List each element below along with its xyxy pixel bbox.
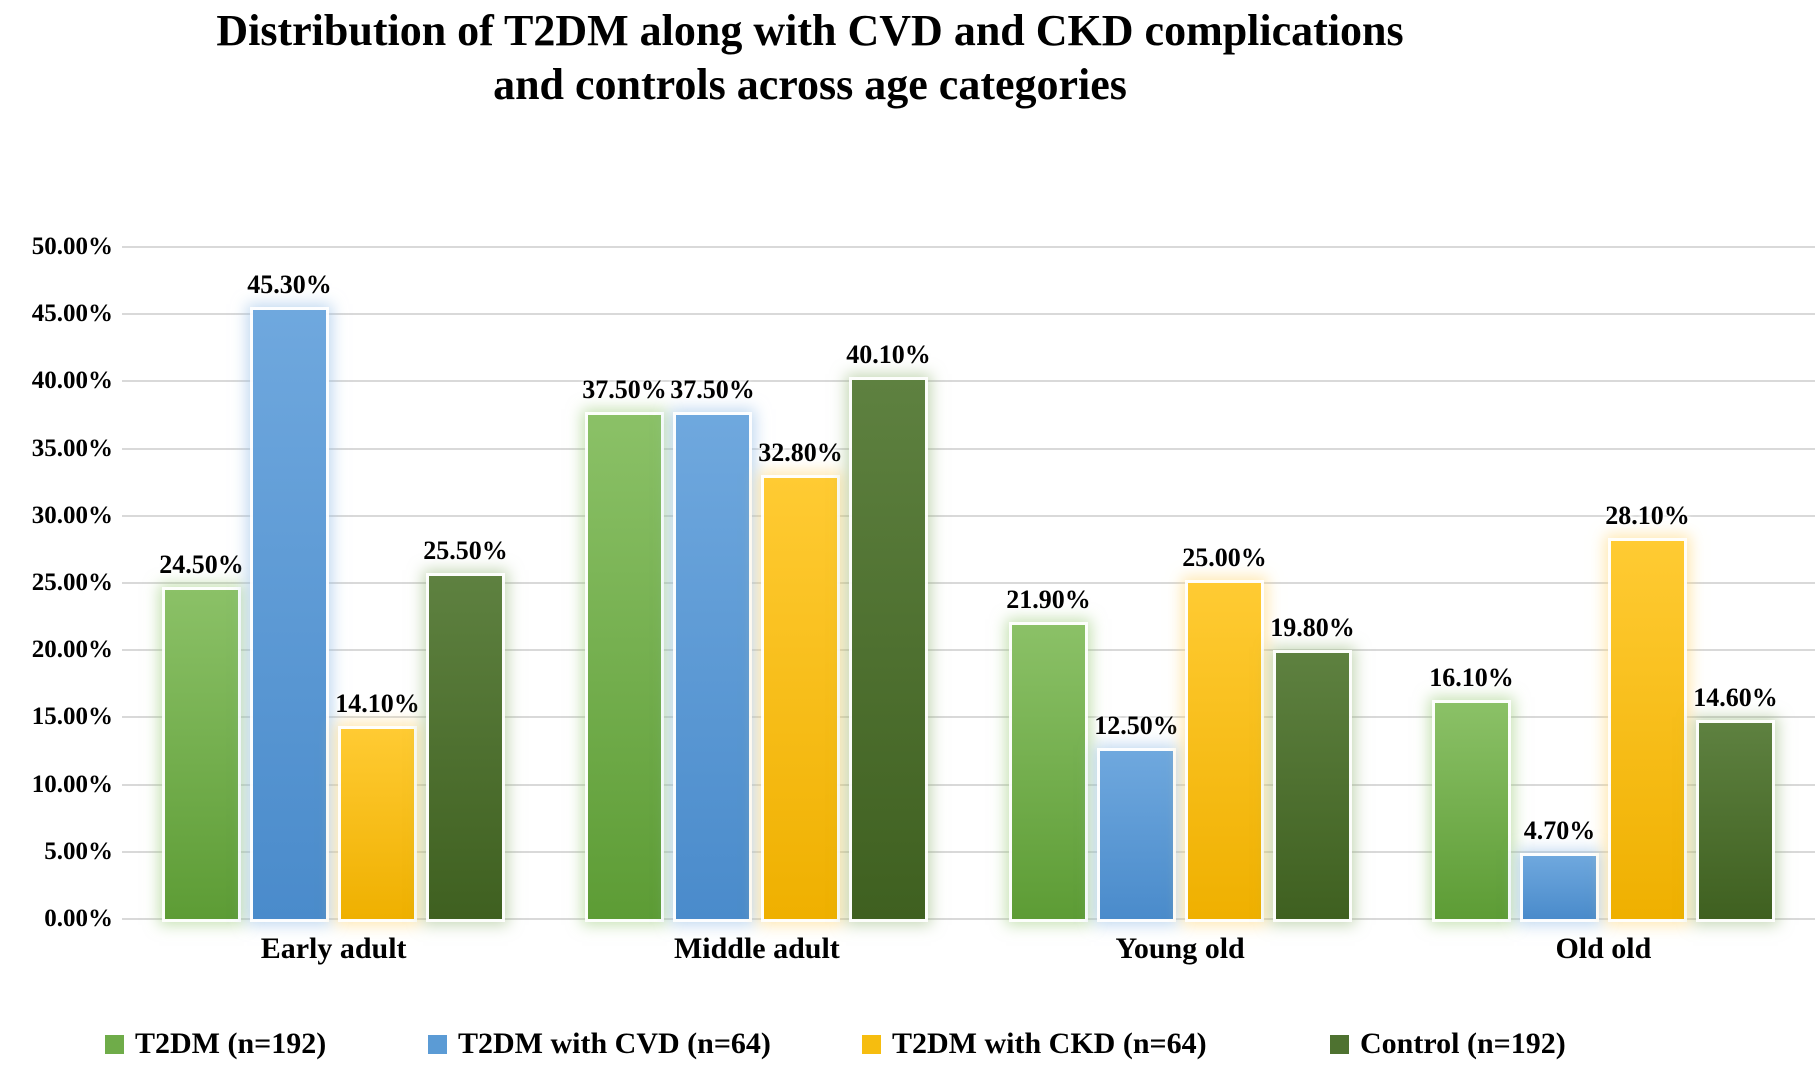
gridline-5.00% <box>122 850 1815 853</box>
data-label-control-n-192-early-adult: 25.50% <box>423 536 508 565</box>
bar-t2dm-with-cvd-n-64-young-old <box>1100 751 1173 919</box>
legend-label-control-n-192: Control (n=192) <box>1360 1027 1566 1060</box>
chart-title: Distribution of T2DM along with CVD and … <box>0 4 1620 112</box>
data-label-t2dm-with-cvd-n-64-middle-adult: 37.50% <box>670 375 755 404</box>
gridline-45.00% <box>122 313 1815 316</box>
x-axis-label-middle-adult: Middle adult <box>673 932 840 965</box>
bar-t2dm-with-ckd-n-64-young-old <box>1188 583 1261 919</box>
bar-t2dm-with-ckd-n-64-old-old <box>1611 541 1684 919</box>
y-axis-tick-10.00%: 10.00% <box>31 770 113 798</box>
data-label-t2dm-n-192-early-adult: 24.50% <box>159 550 244 579</box>
data-label-t2dm-n-192-young-old: 21.90% <box>1006 585 1091 614</box>
bar-t2dm-with-ckd-n-64-early-adult <box>341 729 414 919</box>
bar-t2dm-with-ckd-n-64-middle-adult <box>764 478 837 919</box>
data-label-control-n-192-old-old: 14.60% <box>1693 683 1778 712</box>
bar-t2dm-n-192-old-old <box>1435 703 1508 919</box>
data-label-control-n-192-middle-adult: 40.10% <box>846 340 931 369</box>
x-axis-label-young-old: Young old <box>1115 932 1245 965</box>
data-label-t2dm-with-ckd-n-64-old-old: 28.10% <box>1605 501 1690 530</box>
gridline-25.00% <box>122 582 1815 584</box>
bar-control-n-192-early-adult <box>429 576 502 919</box>
y-axis-tick-20.00%: 20.00% <box>31 636 113 664</box>
data-label-t2dm-with-ckd-n-64-young-old: 25.00% <box>1182 543 1267 572</box>
y-axis-tick-15.00%: 15.00% <box>31 703 113 731</box>
bar-control-n-192-middle-adult <box>852 380 925 919</box>
legend-item-t2dm-with-ckd-n-64: T2DM with CKD (n=64) <box>862 1022 1207 1066</box>
x-axis-label-early-adult: Early adult <box>260 932 407 965</box>
data-label-control-n-192-young-old: 19.80% <box>1270 613 1355 642</box>
legend-item-t2dm-n-192: T2DM (n=192) <box>105 1022 326 1066</box>
y-axis-tick-0.00%: 0.00% <box>44 905 113 932</box>
bar-t2dm-with-cvd-n-64-early-adult <box>253 310 326 919</box>
data-label-t2dm-n-192-middle-adult: 37.50% <box>582 375 667 404</box>
y-axis-tick-45.00%: 45.00% <box>31 300 113 328</box>
gridline-30.00% <box>122 514 1815 517</box>
data-label-t2dm-n-192-old-old: 16.10% <box>1429 663 1514 692</box>
bar-control-n-192-old-old <box>1699 723 1772 919</box>
y-axis-tick-25.00%: 25.00% <box>31 569 113 596</box>
legend-swatch-control-n-192 <box>1330 1034 1349 1054</box>
data-label-t2dm-with-ckd-n-64-middle-adult: 32.80% <box>758 438 843 467</box>
legend-label-t2dm-with-cvd-n-64: T2DM with CVD (n=64) <box>458 1027 771 1060</box>
bar-t2dm-with-cvd-n-64-old-old <box>1523 856 1596 919</box>
gridline-40.00% <box>122 380 1815 383</box>
y-axis-tick-30.00%: 30.00% <box>31 501 113 529</box>
data-label-t2dm-with-cvd-n-64-young-old: 12.50% <box>1094 711 1179 740</box>
bar-t2dm-n-192-young-old <box>1012 625 1085 919</box>
y-axis-tick-5.00%: 5.00% <box>44 837 113 865</box>
gridline-15.00% <box>122 716 1815 719</box>
y-axis-tick-35.00%: 35.00% <box>31 434 113 462</box>
gridline-35.00% <box>122 447 1815 450</box>
bar-t2dm-n-192-middle-adult <box>588 415 661 919</box>
data-label-t2dm-with-cvd-n-64-old-old: 4.70% <box>1523 816 1596 845</box>
bar-t2dm-n-192-early-adult <box>165 590 238 919</box>
chart-title-line-2: and controls across age categories <box>493 60 1127 109</box>
gridline-20.00% <box>122 649 1815 652</box>
gridline-0.00% <box>122 918 1815 920</box>
bar-control-n-192-young-old <box>1276 653 1349 919</box>
legend-swatch-t2dm-n-192 <box>105 1034 124 1054</box>
legend-label-t2dm-with-ckd-n-64: T2DM with CKD (n=64) <box>892 1027 1207 1060</box>
legend-swatch-t2dm-with-ckd-n-64 <box>862 1034 881 1054</box>
gridline-10.00% <box>122 783 1815 786</box>
x-axis-label-old-old: Old old <box>1555 932 1652 965</box>
legend-label-t2dm-n-192: T2DM (n=192) <box>135 1027 327 1060</box>
chart-title-line-1: Distribution of T2DM along with CVD and … <box>216 6 1404 55</box>
legend-swatch-t2dm-with-cvd-n-64 <box>428 1034 447 1054</box>
legend-item-control-n-192: Control (n=192) <box>1330 1022 1566 1066</box>
data-label-t2dm-with-cvd-n-64-early-adult: 45.30% <box>247 270 332 299</box>
gridline-50.00% <box>122 246 1815 248</box>
legend-item-t2dm-with-cvd-n-64: T2DM with CVD (n=64) <box>428 1022 771 1066</box>
bar-t2dm-with-cvd-n-64-middle-adult <box>676 415 749 919</box>
y-axis-tick-40.00%: 40.00% <box>31 367 113 395</box>
y-axis-tick-50.00%: 50.00% <box>31 233 113 260</box>
data-label-t2dm-with-ckd-n-64-early-adult: 14.10% <box>335 689 420 718</box>
